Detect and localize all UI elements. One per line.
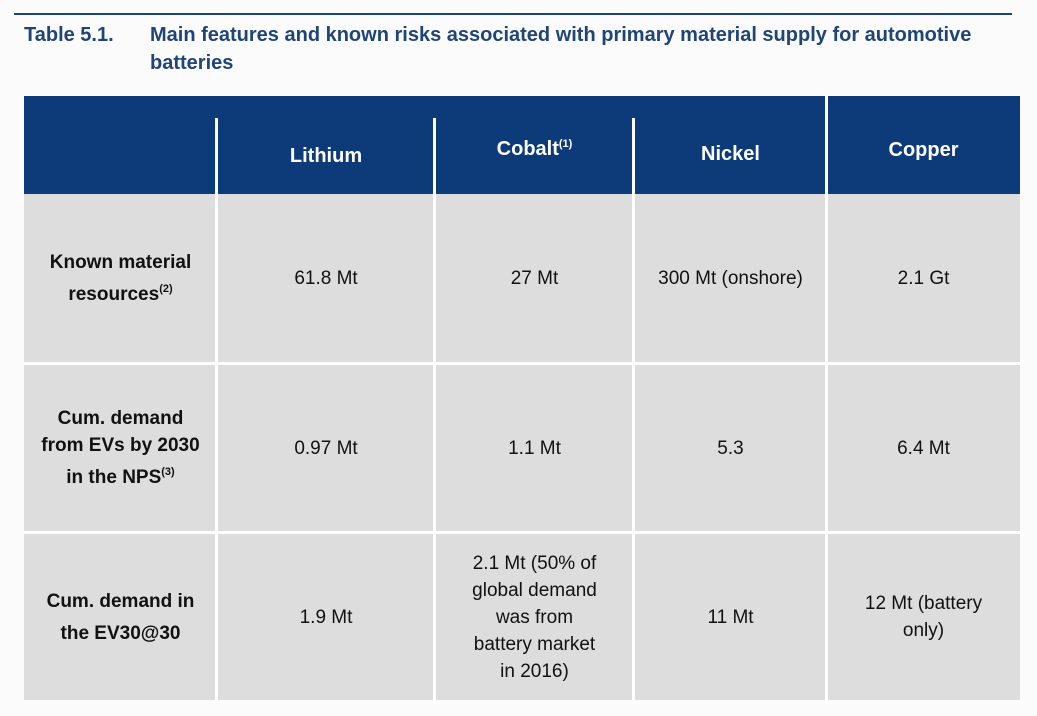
materials-table: Lithium Cobalt(1) Nickel Copper Known ma… [24,96,1020,700]
table-header [24,96,1020,194]
cell-nickel-demand-nps: 5.3 [717,437,744,459]
row-header-demand-ev3030: Cum. demand in the EV30@30 [46,590,195,644]
col-header-copper: Copper [888,138,959,161]
top-rule [14,13,1012,15]
col-header-lithium: Lithium [289,144,363,167]
cell-cobalt-demand-nps: 1.1 Mt [508,437,561,459]
col-header-cobalt: Cobalt(1) [496,137,573,160]
cell-copper-demand-ev3030: 12 Mt (battery only) [864,593,983,641]
cell-copper-demand-nps: 6.4 Mt [897,437,950,459]
cell-nickel-demand-ev3030: 11 Mt [707,606,754,628]
col-header-nickel: Nickel [701,142,760,165]
table-title: Main features and known risks associated… [150,24,972,74]
cell-lithium-resources: 61.8 Mt [294,267,358,289]
row-header-known-resources: Known material resources(2) [49,251,192,305]
row-divider [24,531,1020,534]
cell-nickel-resources: 300 Mt (onshore) [658,267,803,289]
row-header-demand-nps: Cum. demand from EVs by 2030 in the NPS(3) [41,408,200,488]
cell-cobalt-demand-ev3030: 2.1 Mt (50% of global demand was from ba… [472,552,597,682]
cell-cobalt-resources: 27 Mt [510,267,559,289]
cell-lithium-demand-ev3030: 1.9 Mt [299,606,353,628]
table-number: Table 5.1. [24,24,114,46]
column-divider [433,118,436,700]
column-divider [825,96,828,700]
column-divider [632,118,635,700]
cell-copper-resources: 2.1 Gt [897,267,950,289]
cell-lithium-demand-nps: 0.97 Mt [294,437,358,459]
row-divider [24,362,1020,365]
column-divider [215,118,218,700]
